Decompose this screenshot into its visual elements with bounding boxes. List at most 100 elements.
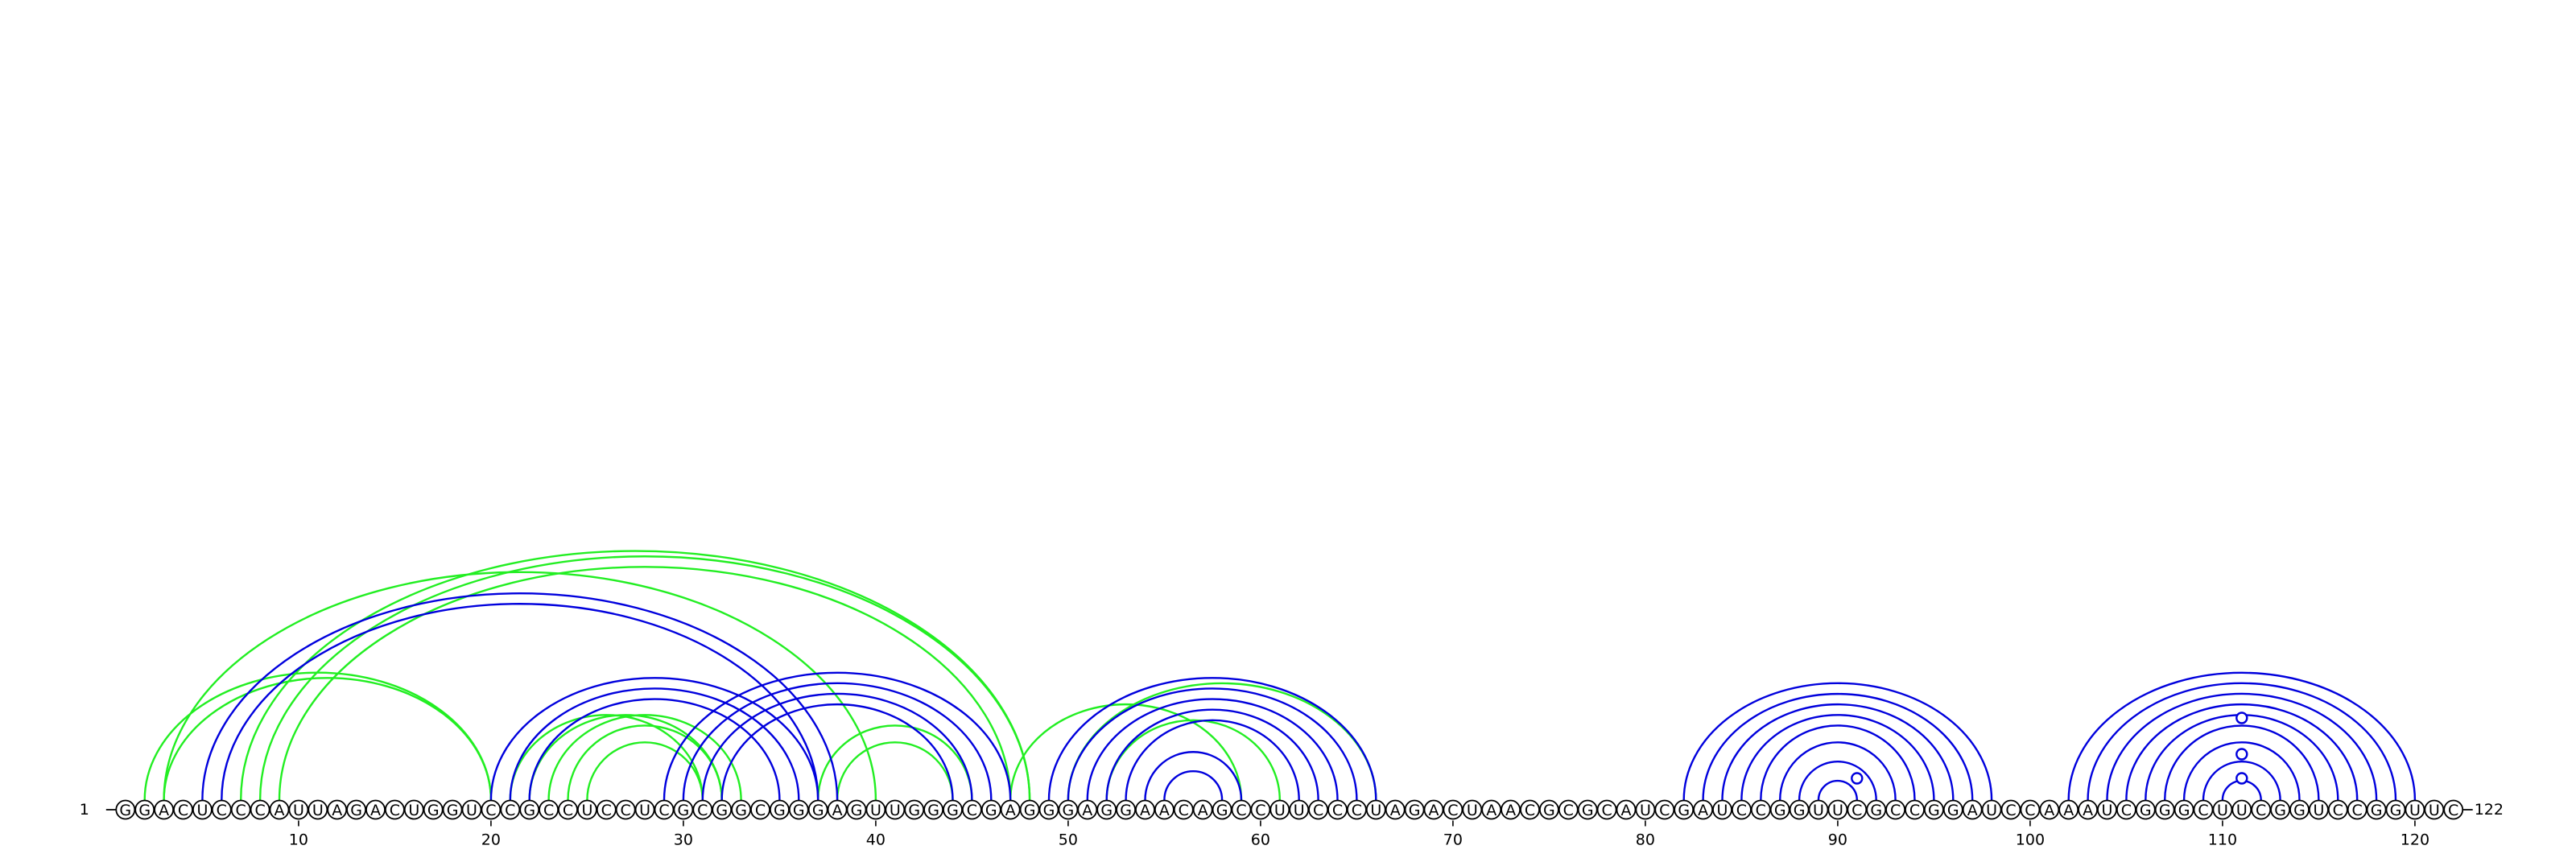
svg-text:A: A	[1698, 802, 1708, 819]
nucleotide-66: U	[1365, 799, 1386, 820]
svg-text:C: C	[1179, 802, 1189, 819]
nucleotide-103: A	[2078, 799, 2099, 820]
tick-label-60: 60	[1251, 831, 1270, 849]
nucleotide-64: C	[1327, 799, 1348, 820]
svg-text:C: C	[1236, 802, 1246, 819]
tick-label-90: 90	[1828, 831, 1847, 849]
arc-marker-1	[1851, 772, 1864, 785]
nucleotide-83: A	[1693, 799, 1714, 820]
blue-arc-54-59	[1144, 751, 1243, 801]
svg-text:U: U	[2313, 802, 2324, 819]
svg-text:G: G	[1582, 802, 1594, 819]
svg-text:U: U	[466, 802, 477, 819]
svg-text:G: G	[350, 802, 362, 819]
nucleotide-109: C	[2193, 799, 2214, 820]
nucleotide-69: A	[1423, 799, 1444, 820]
nucleotide-95: G	[1923, 799, 1944, 820]
blue-arc-53-62	[1125, 719, 1300, 801]
nucleotide-54: A	[1135, 799, 1155, 820]
nucleotide-35: G	[770, 799, 790, 820]
blue-arc-83-97	[1702, 692, 1974, 801]
svg-text:U: U	[1274, 802, 1286, 819]
blue-arc-86-94	[1760, 724, 1916, 801]
svg-text:C: C	[621, 802, 631, 819]
svg-text:C: C	[697, 802, 708, 819]
nucleotide-98: U	[1981, 799, 2002, 820]
svg-text:C: C	[1447, 802, 1458, 819]
nucleotide-89: U	[1808, 799, 1829, 820]
nucleotide-114: G	[2289, 799, 2310, 820]
svg-text:U: U	[1640, 802, 1651, 819]
blue-arc-5-38	[201, 592, 839, 801]
svg-text:A: A	[1967, 802, 1978, 819]
blue-arc-6-37	[221, 603, 819, 801]
nucleotide-18: G	[442, 799, 463, 820]
tick-label-70: 70	[1443, 831, 1463, 849]
svg-text:G: G	[1794, 802, 1806, 819]
nucleotide-76: C	[1558, 799, 1579, 820]
tick-label-20: 20	[481, 831, 501, 849]
arc-marker-2	[2235, 772, 2248, 785]
green-arc-25-31	[586, 741, 704, 801]
svg-text:G: G	[2293, 802, 2306, 819]
svg-text:C: C	[1909, 802, 1920, 819]
svg-text:C: C	[2448, 802, 2458, 819]
green-arc-52-61	[1105, 719, 1281, 801]
svg-text:C: C	[1659, 802, 1670, 819]
marker-layer	[1851, 712, 2248, 785]
blue-arc-55-58	[1163, 770, 1224, 801]
svg-text:C: C	[2352, 802, 2363, 819]
nucleotide-91: C	[1847, 799, 1868, 820]
nucleotide-20: C	[481, 799, 502, 820]
green-arc-38-44	[836, 741, 954, 801]
arc-marker-3	[2235, 748, 2248, 761]
nucleotide-44: G	[943, 799, 963, 820]
svg-text:G: G	[2178, 802, 2190, 819]
svg-text:A: A	[370, 802, 381, 819]
nucleotide-80: U	[1635, 799, 1656, 820]
svg-text:G: G	[427, 802, 440, 819]
sequence-end-label: 122	[2475, 801, 2504, 819]
svg-text:G: G	[1216, 802, 1228, 819]
nucleotide-15: C	[384, 799, 405, 820]
green-arc-37-45	[817, 724, 973, 801]
blue-arc-87-93	[1779, 741, 1897, 801]
svg-text:C: C	[2005, 802, 2016, 819]
blue-arc-105-117	[2125, 703, 2359, 801]
green-arc-layer	[143, 550, 1377, 801]
nucleotide-33: G	[731, 799, 751, 820]
blue-arc-51-64	[1086, 698, 1339, 801]
svg-text:G: G	[1870, 802, 1882, 819]
nucleotide-96: G	[1942, 799, 1963, 820]
svg-text:A: A	[1486, 802, 1496, 819]
nucleotide-56: C	[1173, 799, 1194, 820]
blue-arc-108-114	[2182, 741, 2301, 801]
nucleotide-39: G	[846, 799, 867, 820]
svg-text:U: U	[639, 802, 650, 819]
tick-label-80: 80	[1636, 831, 1655, 849]
nucleotide-32: G	[712, 799, 733, 820]
svg-text:U: U	[890, 802, 901, 819]
nucleotide-1: G	[115, 799, 136, 820]
nucleotide-52: G	[1096, 799, 1117, 820]
svg-text:C: C	[658, 802, 669, 819]
nucleotide-57: A	[1192, 799, 1213, 820]
tick-label-100: 100	[2016, 831, 2045, 849]
svg-text:C: C	[1525, 802, 1535, 819]
svg-text:A: A	[275, 802, 285, 819]
svg-text:U: U	[1294, 802, 1305, 819]
svg-text:C: C	[1255, 802, 1265, 819]
nucleotide-120: U	[2405, 799, 2425, 820]
svg-text:C: C	[1332, 802, 1343, 819]
green-arc-3-20	[163, 677, 493, 801]
svg-text:G: G	[793, 802, 805, 819]
svg-text:G: G	[1678, 802, 1690, 819]
nucleotide-101: A	[2039, 799, 2060, 820]
nucleotide-94: C	[1905, 799, 1925, 820]
green-arc-47-59	[1009, 703, 1243, 801]
svg-text:U: U	[1467, 802, 1478, 819]
svg-text:U: U	[196, 802, 208, 819]
green-arc-24-32	[567, 724, 723, 801]
nucleotide-62: U	[1289, 799, 1310, 820]
